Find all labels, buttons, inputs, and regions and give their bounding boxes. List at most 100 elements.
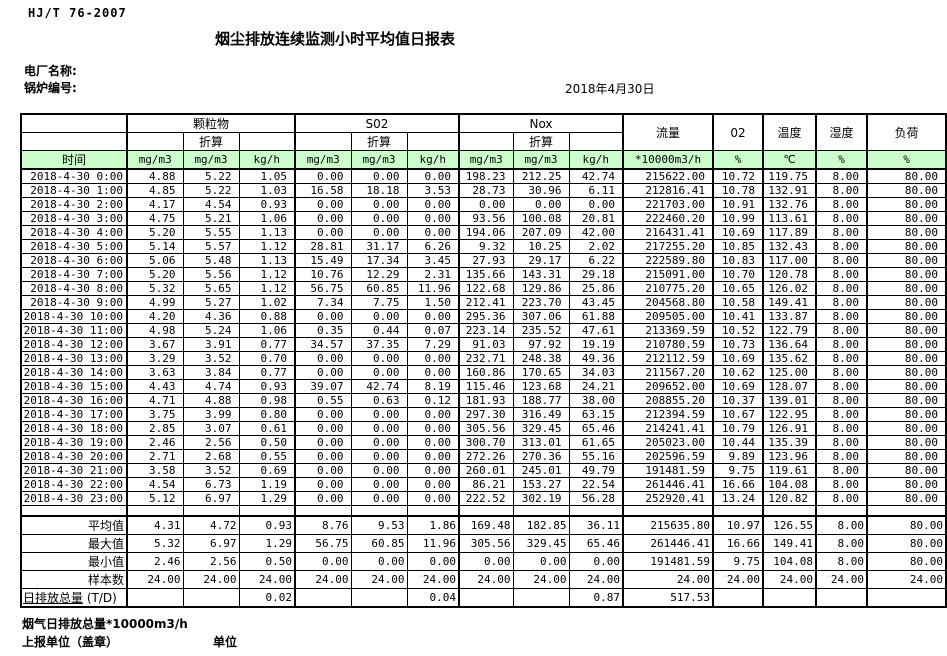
value-cell: 3.63 bbox=[126, 365, 184, 380]
summary-value: 0.00 bbox=[294, 551, 352, 571]
value-cell: 123.96 bbox=[762, 449, 818, 464]
value-cell: 0.35 bbox=[294, 323, 352, 338]
col-temperature-header: 温度 bbox=[762, 113, 818, 151]
value-cell: 0.00 bbox=[406, 449, 460, 464]
value-cell: 0.00 bbox=[406, 491, 460, 506]
summary-row: 平均值 4.31 4.72 0.93 8.76 9.53 1.86 169.48 182.85 3… bbox=[20, 515, 947, 535]
value-cell: 8.00 bbox=[815, 393, 869, 408]
value-cell: 7.75 bbox=[350, 295, 408, 310]
summary-value: 0.50 bbox=[238, 551, 296, 571]
value-cell: 10.58 bbox=[712, 295, 765, 310]
daily-total-value: 517.53 bbox=[622, 587, 715, 607]
value-cell: 3.52 bbox=[182, 351, 240, 366]
group-particulate-header: 颗粒物 bbox=[126, 113, 296, 133]
summary-value: 24.00 bbox=[126, 569, 184, 589]
value-cell: 3.99 bbox=[182, 407, 240, 422]
value-cell: 212112.59 bbox=[622, 351, 715, 366]
value-cell: 122.79 bbox=[762, 323, 818, 338]
table-row: 2018-4-30 6:00 5.06 5.48 1.13 15.49 17.34 3.45… bbox=[20, 253, 947, 268]
value-cell: 10.70 bbox=[712, 267, 765, 282]
value-cell: 97.92 bbox=[512, 337, 570, 352]
summary-value: 8.00 bbox=[815, 515, 869, 535]
value-cell: 0.00 bbox=[294, 211, 352, 226]
value-cell: 10.73 bbox=[712, 337, 765, 352]
value-cell: 30.96 bbox=[512, 183, 570, 198]
value-cell: 0.93 bbox=[238, 197, 296, 212]
value-cell: 80.00 bbox=[866, 183, 947, 198]
value-cell: 42.74 bbox=[568, 168, 625, 184]
value-cell: 0.00 bbox=[458, 197, 514, 212]
value-cell: 1.12 bbox=[238, 239, 296, 254]
group-nox-header: Nox bbox=[458, 113, 625, 133]
summary-value: 329.45 bbox=[512, 533, 570, 553]
value-cell: 0.00 bbox=[406, 351, 460, 366]
value-cell: 80.00 bbox=[866, 323, 947, 338]
value-cell: 235.52 bbox=[512, 323, 570, 338]
daily-total-value bbox=[458, 587, 514, 607]
daily-total-label-main: 日排放总量 bbox=[23, 590, 84, 605]
value-cell: 215091.00 bbox=[622, 267, 715, 282]
value-cell: 27.93 bbox=[458, 253, 514, 268]
blank-cell bbox=[20, 132, 128, 151]
value-cell: 0.00 bbox=[350, 477, 408, 492]
value-cell: 248.38 bbox=[512, 351, 570, 366]
table-row: 2018-4-30 8:00 5.32 5.65 1.12 56.75 60.85 11.9… bbox=[20, 281, 947, 296]
value-cell: 216431.41 bbox=[622, 225, 715, 240]
col-load-header: 负荷 bbox=[866, 113, 947, 151]
value-cell: 194.06 bbox=[458, 225, 514, 240]
summary-value: 24.00 bbox=[294, 569, 352, 589]
value-cell: 91.03 bbox=[458, 337, 514, 352]
value-cell: 0.00 bbox=[350, 197, 408, 212]
summary-value: 16.66 bbox=[712, 533, 765, 553]
value-cell: 80.00 bbox=[866, 309, 947, 324]
summary-value: 36.11 bbox=[568, 515, 625, 535]
unit-header: ℃ bbox=[762, 150, 818, 170]
value-cell: 0.00 bbox=[350, 309, 408, 324]
summary-label: 最小值 bbox=[20, 551, 128, 571]
value-cell: 208855.20 bbox=[622, 393, 715, 408]
table-row: 2018-4-30 4:00 5.20 5.55 1.13 0.00 0.00 0.00 19… bbox=[20, 225, 947, 240]
value-cell: 143.31 bbox=[512, 267, 570, 282]
value-cell: 61.65 bbox=[568, 435, 625, 450]
value-cell: 34.57 bbox=[294, 337, 352, 352]
value-cell: 0.00 bbox=[294, 463, 352, 478]
report-date: 2018年4月30日 bbox=[565, 82, 655, 96]
value-cell: 0.00 bbox=[406, 168, 460, 184]
value-cell: 0.44 bbox=[350, 323, 408, 338]
value-cell: 8.00 bbox=[815, 407, 869, 422]
value-cell: 210775.20 bbox=[622, 281, 715, 296]
value-cell: 209505.00 bbox=[622, 309, 715, 324]
summary-label: 样本数 bbox=[20, 569, 128, 589]
value-cell: 10.85 bbox=[712, 239, 765, 254]
value-cell: 5.20 bbox=[126, 267, 184, 282]
value-cell: 80.00 bbox=[866, 281, 947, 296]
value-cell: 5.06 bbox=[126, 253, 184, 268]
value-cell: 0.93 bbox=[238, 379, 296, 394]
value-cell: 3.52 bbox=[182, 463, 240, 478]
value-cell: 8.00 bbox=[815, 435, 869, 450]
value-cell: 6.11 bbox=[568, 183, 625, 198]
spacer-cell bbox=[182, 505, 240, 517]
group-so2-header: S02 bbox=[294, 113, 460, 133]
unit-header: mg/m3 bbox=[182, 150, 240, 170]
value-cell: 80.00 bbox=[866, 337, 947, 352]
value-cell: 11.96 bbox=[406, 281, 460, 296]
summary-value: 56.75 bbox=[294, 533, 352, 553]
value-cell: 122.95 bbox=[762, 407, 818, 422]
value-cell: 123.68 bbox=[512, 379, 570, 394]
value-cell: 80.00 bbox=[866, 491, 947, 506]
table-row: 2018-4-30 17:00 3.75 3.99 0.80 0.00 0.00 0.00 2… bbox=[20, 407, 947, 422]
time-cell: 2018-4-30 12:00 bbox=[20, 337, 128, 352]
time-cell: 2018-4-30 1:00 bbox=[20, 183, 128, 198]
blank-cell bbox=[406, 132, 460, 151]
value-cell: 0.80 bbox=[238, 407, 296, 422]
time-cell: 2018-4-30 9:00 bbox=[20, 295, 128, 310]
value-cell: 132.91 bbox=[762, 183, 818, 198]
time-cell: 2018-4-30 6:00 bbox=[20, 253, 128, 268]
summary-value: 8.76 bbox=[294, 515, 352, 535]
value-cell: 0.07 bbox=[406, 323, 460, 338]
table-row: 2018-4-30 13:00 3.29 3.52 0.70 0.00 0.00 0.00 2… bbox=[20, 351, 947, 366]
value-cell: 10.37 bbox=[712, 393, 765, 408]
value-cell: 2.71 bbox=[126, 449, 184, 464]
value-cell: 149.41 bbox=[762, 295, 818, 310]
